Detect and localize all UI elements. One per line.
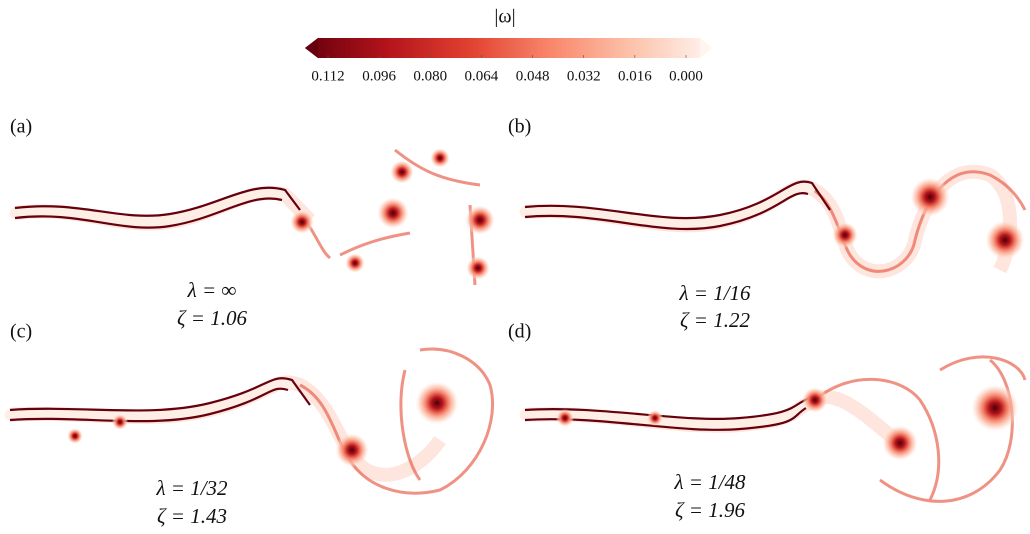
zeta-label: ζ = 1.06 [177,306,247,330]
flow-field-b [519,164,1027,279]
colorbar-tick-label: 0.112 [311,68,344,84]
flow-field-c [4,347,495,495]
lambda-label: λ = 1/32 [155,476,228,500]
colorbar: |ω| 0.112 0.096 0.080 0.064 0.048 0.032 0.016 0… [305,6,712,84]
zeta-label: ζ = 1.22 [680,308,750,332]
colorbar-tick-label: 0.096 [362,68,396,84]
colorbar-tick-label: 0.048 [516,68,550,84]
zeta-label: ζ = 1.43 [157,504,227,528]
colorbar-tick-label: 0.032 [567,68,601,84]
lambda-label: λ = 1/16 [678,281,751,305]
colorbar-title: |ω| [494,6,515,28]
colorbar-tick-label: 0.064 [465,68,499,84]
zeta-label: ζ = 1.96 [675,498,745,522]
annotations: (a) (b) (c) (d) λ = ∞ ζ = 1.06 λ = 1/16 … [10,116,751,528]
colorbar-tick-label: 0.016 [618,68,652,84]
flow-field-a [9,148,495,286]
colorbar-tick-label: 0.080 [413,68,447,84]
colorbar-bar [305,38,712,58]
flow-field-d [519,355,1027,503]
colorbar-extend-low [305,38,318,58]
colorbar-extend-high [700,38,712,58]
lambda-label: λ = 1/48 [673,470,746,494]
lambda-label: λ = ∞ [187,278,237,302]
panel-label: (a) [10,116,32,138]
panel-label: (c) [10,321,32,343]
colorbar-tick-label: 0.000 [669,68,703,84]
panel-label: (d) [508,321,531,343]
panel-label: (b) [508,116,531,138]
